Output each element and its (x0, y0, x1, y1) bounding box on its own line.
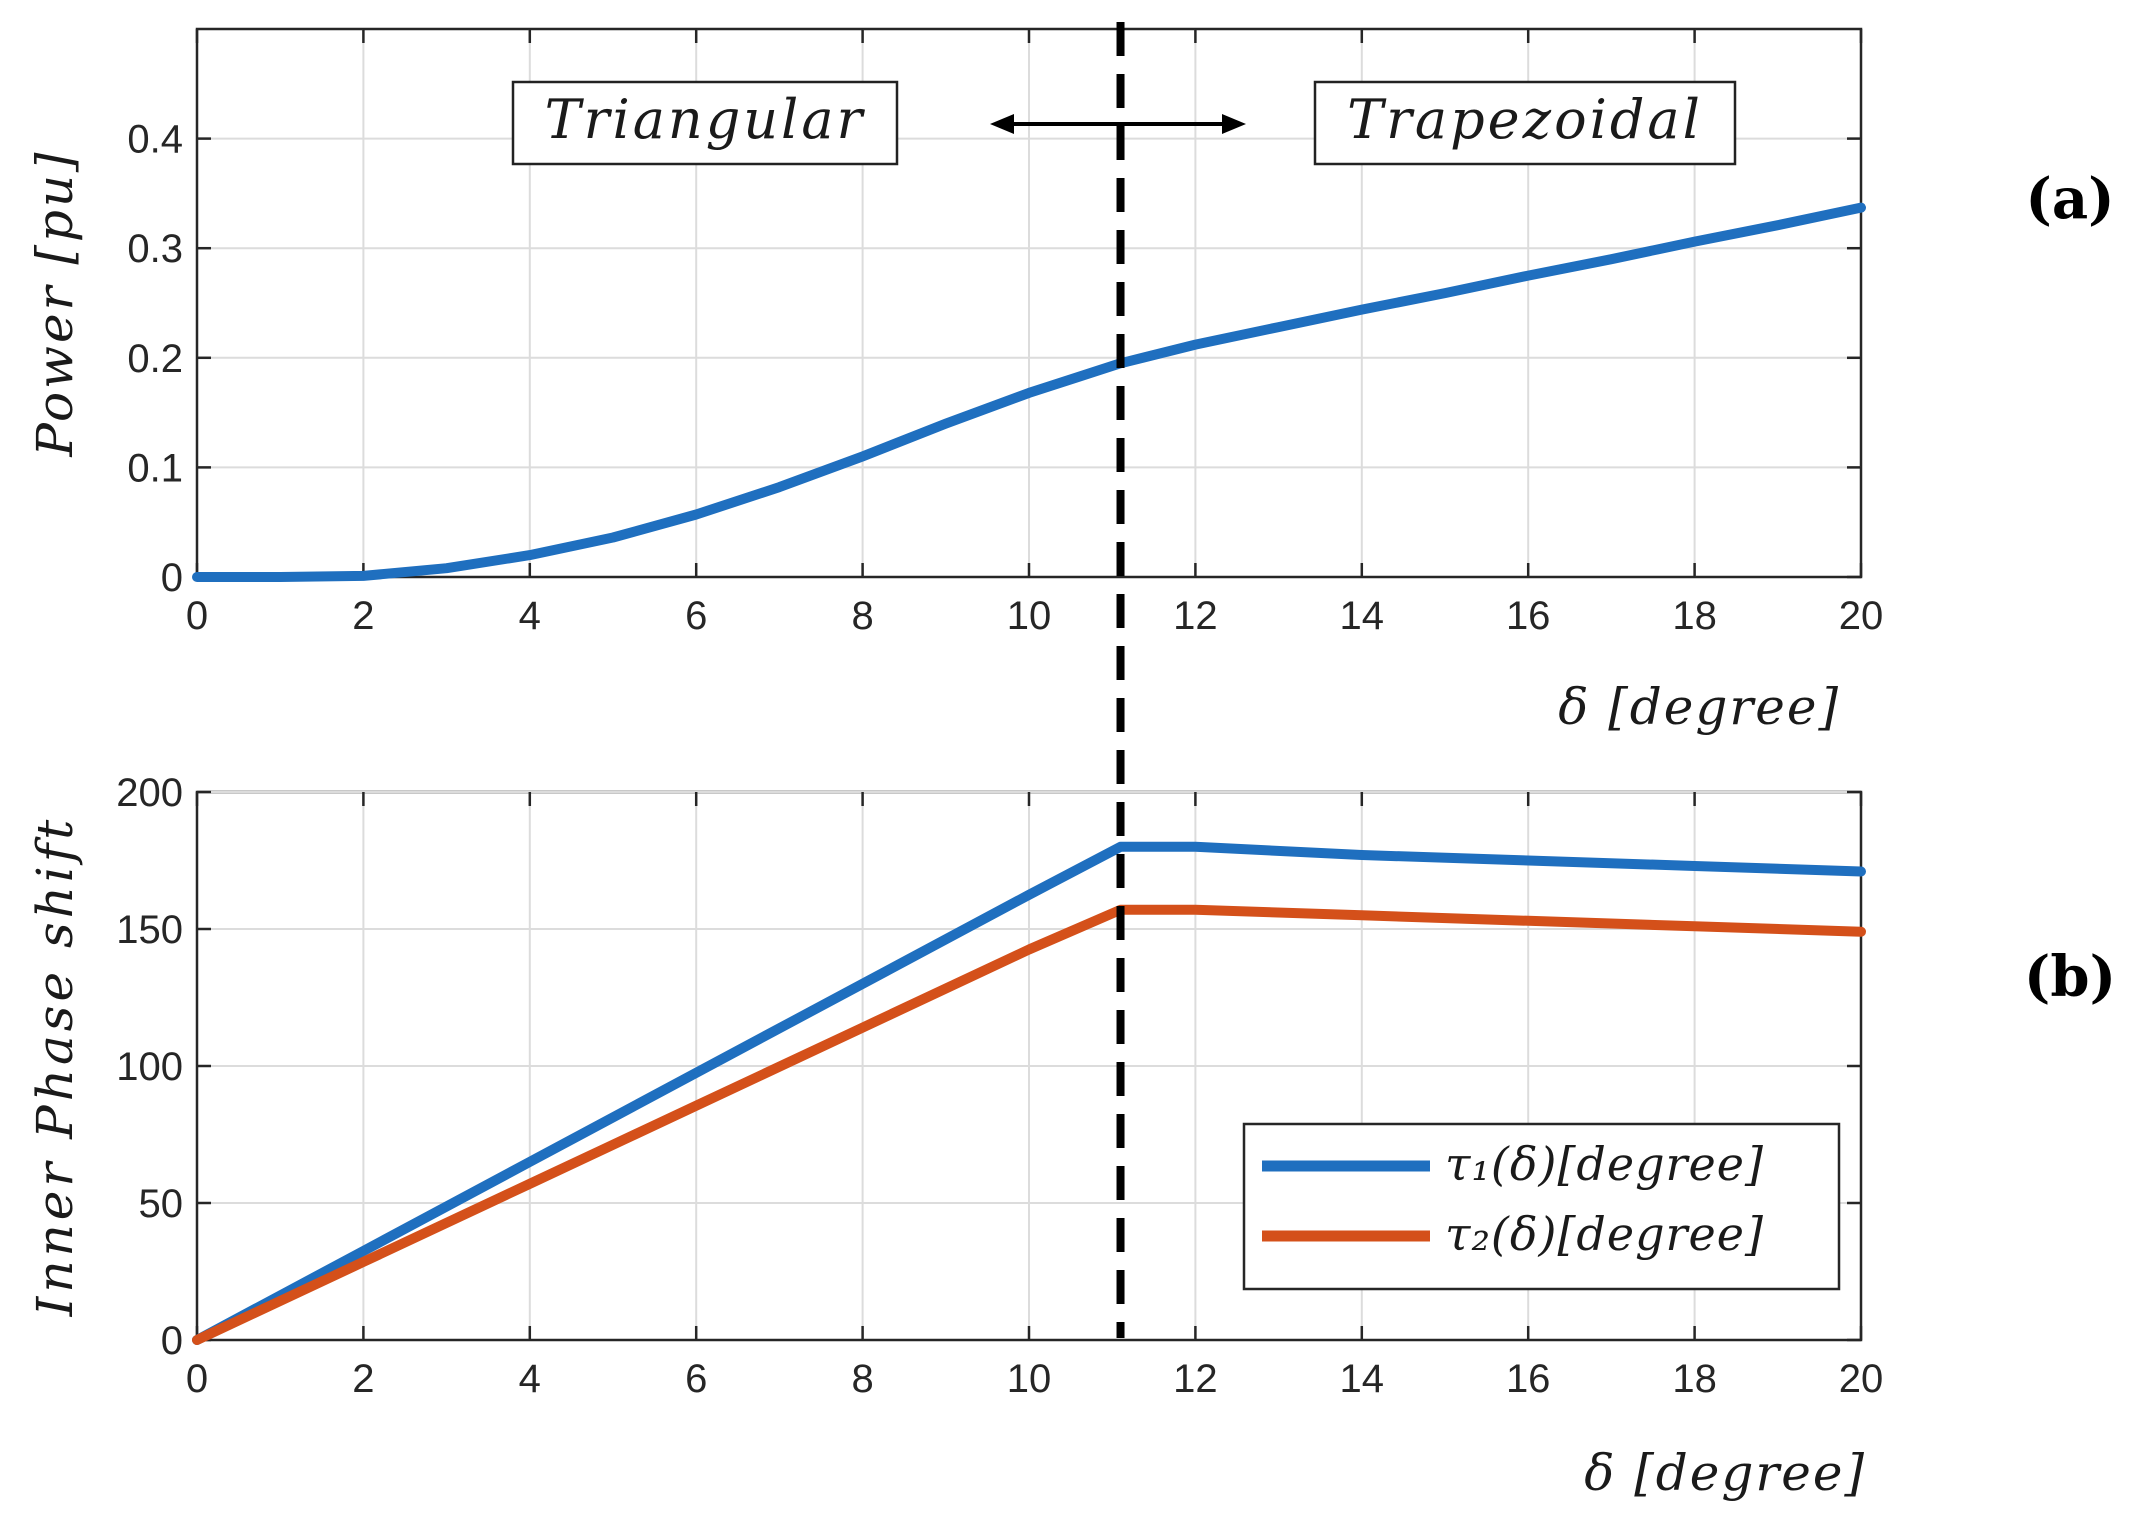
legend-label-tau2: τ₂(δ)[degree] (1445, 1207, 1764, 1261)
panel-b-x-tick-label: 16 (1506, 1357, 1551, 1401)
panel-b-label: (b) (2024, 944, 2116, 1010)
panel-b-x-tick-label: 18 (1672, 1357, 1717, 1401)
panel-a-series (192, 202, 1866, 582)
triangular-label: Triangular (545, 88, 866, 151)
panel-b-x-tick-label: 2 (352, 1357, 374, 1401)
panel-b-x-tick-label: 14 (1340, 1357, 1385, 1401)
panel-a-x-axis-label: δ [degree] (1558, 678, 1840, 736)
panel-b-x-tick-label: 10 (1007, 1357, 1052, 1401)
panel-b-x-tick-label: 12 (1173, 1357, 1218, 1401)
panel-a-x-tick-label: 2 (352, 594, 374, 638)
panel-b-series (192, 841, 1866, 1345)
panel-b-y-tick-label: 150 (116, 908, 183, 952)
panel-a-series-line-1 (192, 202, 1866, 582)
panel-b-y-tick-label: 50 (139, 1182, 184, 1226)
panel-b-series-line-1 (192, 841, 1866, 1345)
panel-a-y-axis-label: Power [pu] (26, 149, 84, 457)
panel-b-x-tick-label: 8 (851, 1357, 873, 1401)
panel-a-y-tick-label: 0.2 (127, 337, 183, 381)
panel-a-x-tick-label: 16 (1506, 594, 1551, 638)
panel-b-y-tick-label: 0 (161, 1319, 183, 1363)
panel-b-x-axis-label: δ [degree] (1584, 1444, 1866, 1502)
panel-b-series-line-2 (192, 904, 1866, 1345)
panel-b-y-tick-label: 100 (116, 1045, 183, 1089)
panel-b-legend: τ₁(δ)[degree] τ₂(δ)[degree] (1242, 1122, 1841, 1291)
panel-a-y-tick-label: 0.4 (127, 118, 183, 162)
panel-b-y-tick-label: 200 (116, 771, 183, 815)
trapezoidal-label-box (1313, 80, 1737, 166)
region-boundary-arrow (990, 114, 1246, 134)
panel-b-y-axis-label: Inner Phase shift (26, 816, 84, 1318)
panel-a-y-tick-label: 0.1 (127, 446, 183, 490)
panel-b-x-tick-label: 20 (1839, 1357, 1884, 1401)
panel-a-y-tick-label: 0 (161, 556, 183, 600)
panel-b-x-tick-label: 0 (186, 1357, 208, 1401)
triangular-label-box (511, 80, 899, 166)
panel-a-x-tick-label: 12 (1173, 594, 1218, 638)
panel-a-x-tick-label: 0 (186, 594, 208, 638)
panel-a-x-tick-label: 4 (519, 594, 541, 638)
panel-a-x-tick-label: 20 (1839, 594, 1884, 638)
panel-a-x-tick-label: 6 (685, 594, 707, 638)
panel-a-x-tick-label: 10 (1007, 594, 1052, 638)
trapezoidal-label: Trapezoidal (1347, 88, 1703, 151)
panel-a-label: (a) (2025, 166, 2114, 232)
panel-a-x-tick-label: 14 (1340, 594, 1385, 638)
panel-a-power: 0 2 4 6 8 10 12 14 16 18 20 0 0.1 0.2 0.3 0.4 Triangula… (26, 27, 2115, 736)
panel-a-ticks: 0 2 4 6 8 10 12 14 16 18 20 0 0.1 0.2 0.3 0.4 (127, 29, 1883, 638)
legend-label-tau1: τ₁(δ)[degree] (1445, 1137, 1764, 1191)
panel-a-x-tick-label: 8 (851, 594, 873, 638)
panel-a-y-tick-label: 0.3 (127, 227, 183, 271)
panel-b-x-tick-label: 4 (519, 1357, 541, 1401)
panel-a-x-tick-label: 18 (1672, 594, 1717, 638)
legend-box (1242, 1122, 1841, 1291)
panel-b-x-tick-label: 6 (685, 1357, 707, 1401)
